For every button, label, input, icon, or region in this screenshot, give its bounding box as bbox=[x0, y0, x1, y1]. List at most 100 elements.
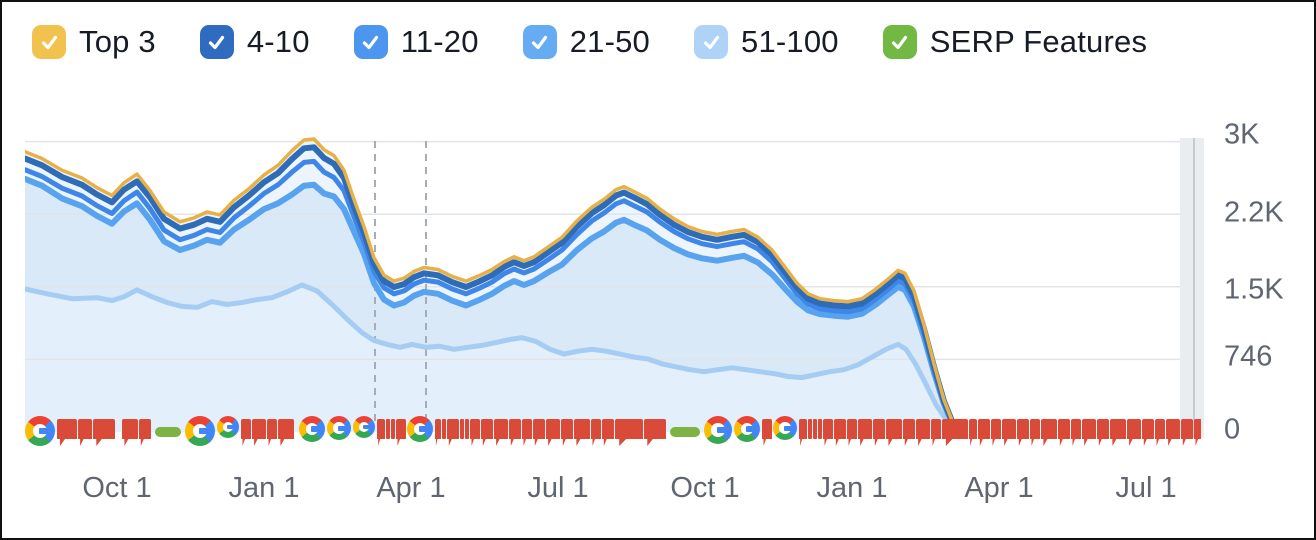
google-update-marker[interactable] bbox=[1017, 419, 1029, 446]
google-update-marker[interactable] bbox=[522, 419, 532, 446]
google-update-marker[interactable] bbox=[903, 419, 915, 446]
legend-item-4-10[interactable]: 4-10 bbox=[199, 24, 310, 60]
google-logo-icon[interactable] bbox=[299, 416, 325, 442]
google-update-marker[interactable] bbox=[591, 419, 601, 446]
x-axis: Oct 1 Jan 1 Apr 1 Jul 1 Oct 1 Jan 1 Apr … bbox=[2, 472, 1314, 512]
google-update-marker[interactable] bbox=[858, 419, 872, 446]
chart-canvas bbox=[25, 137, 1192, 434]
google-update-marker[interactable] bbox=[813, 419, 817, 439]
google-update-marker[interactable] bbox=[1181, 419, 1193, 446]
google-update-marker[interactable] bbox=[1155, 419, 1165, 446]
google-update-marker[interactable] bbox=[561, 419, 573, 446]
google-update-marker[interactable] bbox=[644, 419, 666, 446]
rankings-area-chart[interactable] bbox=[25, 127, 1192, 437]
google-update-marker[interactable] bbox=[1002, 419, 1016, 446]
google-update-marker[interactable] bbox=[93, 419, 115, 446]
y-tick-label: 746 bbox=[1224, 340, 1273, 373]
google-update-marker[interactable] bbox=[1142, 419, 1154, 446]
update-connector bbox=[155, 427, 181, 437]
checkbox-checked-icon[interactable] bbox=[522, 25, 557, 59]
x-tick-label: Jul 1 bbox=[527, 472, 589, 504]
google-logo-icon[interactable] bbox=[773, 416, 797, 440]
checkbox-checked-icon[interactable] bbox=[32, 25, 66, 59]
chart-right-edge-line bbox=[1193, 138, 1195, 438]
checkbox-checked-icon[interactable] bbox=[199, 25, 234, 59]
google-update-marker[interactable] bbox=[278, 419, 294, 446]
google-logo-icon[interactable] bbox=[185, 416, 215, 446]
google-update-marker[interactable] bbox=[435, 419, 441, 446]
google-logo-icon[interactable] bbox=[353, 416, 375, 438]
google-logo-icon[interactable] bbox=[217, 416, 239, 438]
google-update-marker[interactable] bbox=[602, 419, 614, 446]
legend-item-top3[interactable]: Top 3 bbox=[32, 24, 156, 60]
google-update-marker[interactable] bbox=[460, 419, 464, 439]
google-update-marker[interactable] bbox=[1166, 419, 1180, 446]
google-update-marker[interactable] bbox=[533, 419, 545, 446]
google-logo-icon[interactable] bbox=[25, 416, 55, 446]
google-update-marker[interactable] bbox=[241, 419, 251, 446]
google-update-marker[interactable] bbox=[386, 419, 390, 439]
update-connector bbox=[670, 427, 700, 437]
google-update-marker[interactable] bbox=[1110, 419, 1126, 446]
google-update-marker[interactable] bbox=[139, 419, 151, 446]
google-update-marker[interactable] bbox=[509, 419, 521, 446]
legend-item-serp-features[interactable]: SERP Features bbox=[882, 24, 1147, 60]
google-update-marker[interactable] bbox=[942, 419, 968, 446]
google-update-marker[interactable] bbox=[808, 419, 812, 439]
google-update-marker[interactable] bbox=[57, 419, 77, 446]
checkbox-checked-icon[interactable] bbox=[353, 25, 388, 59]
series-line-51-100 bbox=[25, 282, 961, 434]
google-updates-timeline[interactable] bbox=[25, 415, 1201, 447]
google-update-marker[interactable] bbox=[481, 419, 493, 446]
x-tick-label: Apr 1 bbox=[964, 472, 1034, 504]
google-update-marker[interactable] bbox=[391, 419, 395, 439]
google-update-marker[interactable] bbox=[873, 419, 885, 446]
google-update-marker[interactable] bbox=[931, 419, 941, 446]
google-update-marker[interactable] bbox=[252, 419, 266, 446]
google-update-marker[interactable] bbox=[267, 419, 277, 446]
google-update-marker[interactable] bbox=[1030, 419, 1040, 446]
google-update-marker[interactable] bbox=[978, 419, 990, 446]
google-update-marker[interactable] bbox=[447, 419, 459, 446]
google-update-marker[interactable] bbox=[834, 419, 846, 446]
google-logo-icon[interactable] bbox=[734, 416, 760, 442]
google-update-marker[interactable] bbox=[546, 419, 560, 446]
google-update-marker[interactable] bbox=[1082, 419, 1096, 446]
google-update-marker[interactable] bbox=[1058, 419, 1070, 446]
google-update-marker[interactable] bbox=[78, 419, 92, 446]
google-logo-icon[interactable] bbox=[704, 416, 732, 444]
marker-gap bbox=[295, 415, 299, 416]
google-logo-icon[interactable] bbox=[407, 416, 433, 442]
google-update-marker[interactable] bbox=[762, 419, 772, 446]
google-update-marker[interactable] bbox=[818, 419, 822, 439]
checkbox-checked-icon[interactable] bbox=[694, 25, 728, 59]
google-update-marker[interactable] bbox=[574, 419, 590, 446]
google-update-marker[interactable] bbox=[1097, 419, 1109, 446]
google-update-marker[interactable] bbox=[1127, 419, 1141, 446]
google-update-marker[interactable] bbox=[615, 419, 643, 446]
google-update-marker[interactable] bbox=[916, 419, 930, 446]
checkbox-checked-icon[interactable] bbox=[882, 25, 917, 59]
google-update-marker[interactable] bbox=[470, 419, 480, 446]
google-update-marker[interactable] bbox=[1194, 419, 1201, 446]
google-update-marker[interactable] bbox=[823, 419, 833, 446]
google-update-marker[interactable] bbox=[847, 419, 857, 446]
google-update-marker[interactable] bbox=[396, 419, 406, 446]
google-logo-icon[interactable] bbox=[327, 416, 351, 440]
google-update-marker[interactable] bbox=[799, 419, 807, 446]
google-update-marker[interactable] bbox=[122, 419, 138, 446]
google-update-marker[interactable] bbox=[991, 419, 1001, 446]
google-update-marker[interactable] bbox=[465, 419, 469, 439]
google-update-marker[interactable] bbox=[1041, 419, 1057, 446]
google-update-marker[interactable] bbox=[886, 419, 902, 446]
google-update-marker[interactable] bbox=[377, 419, 385, 446]
google-update-marker[interactable] bbox=[442, 419, 446, 439]
legend-item-51-100[interactable]: 51-100 bbox=[694, 24, 839, 60]
legend-item-11-20[interactable]: 11-20 bbox=[353, 24, 479, 60]
google-update-marker[interactable] bbox=[494, 419, 508, 446]
x-tick-label: Oct 1 bbox=[670, 472, 740, 504]
google-update-marker[interactable] bbox=[969, 419, 977, 446]
google-update-marker[interactable] bbox=[1071, 419, 1081, 446]
legend-item-21-50[interactable]: 21-50 bbox=[522, 24, 650, 60]
